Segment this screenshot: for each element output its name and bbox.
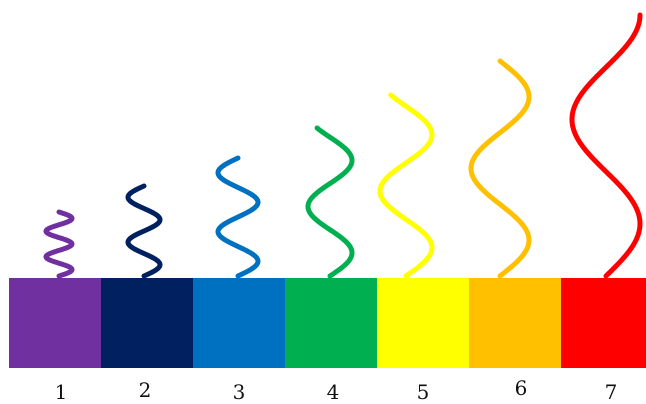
color-bar-7: [561, 278, 646, 368]
wave-6: [468, 58, 532, 279]
color-bars: [9, 278, 646, 368]
color-bar-6: [469, 278, 561, 368]
wave-2: [125, 183, 163, 279]
color-bar-1: [9, 278, 101, 368]
wave-5: [377, 92, 435, 279]
wave-4: [305, 125, 355, 279]
wave-7: [569, 12, 643, 279]
band-label-7: 7: [604, 380, 618, 404]
color-bar-5: [377, 278, 469, 368]
wave-1: [43, 209, 75, 279]
band-label-4: 4: [326, 380, 340, 404]
band-label-6: 6: [514, 376, 528, 400]
color-bar-4: [285, 278, 377, 368]
color-bar-2: [101, 278, 193, 368]
wave-3: [215, 155, 261, 279]
band-label-1: 1: [54, 380, 68, 404]
band-label-3: 3: [232, 380, 246, 404]
waves: [43, 12, 643, 279]
band-label-2: 2: [138, 378, 152, 402]
color-bar-3: [193, 278, 285, 368]
band-label-5: 5: [416, 380, 430, 404]
